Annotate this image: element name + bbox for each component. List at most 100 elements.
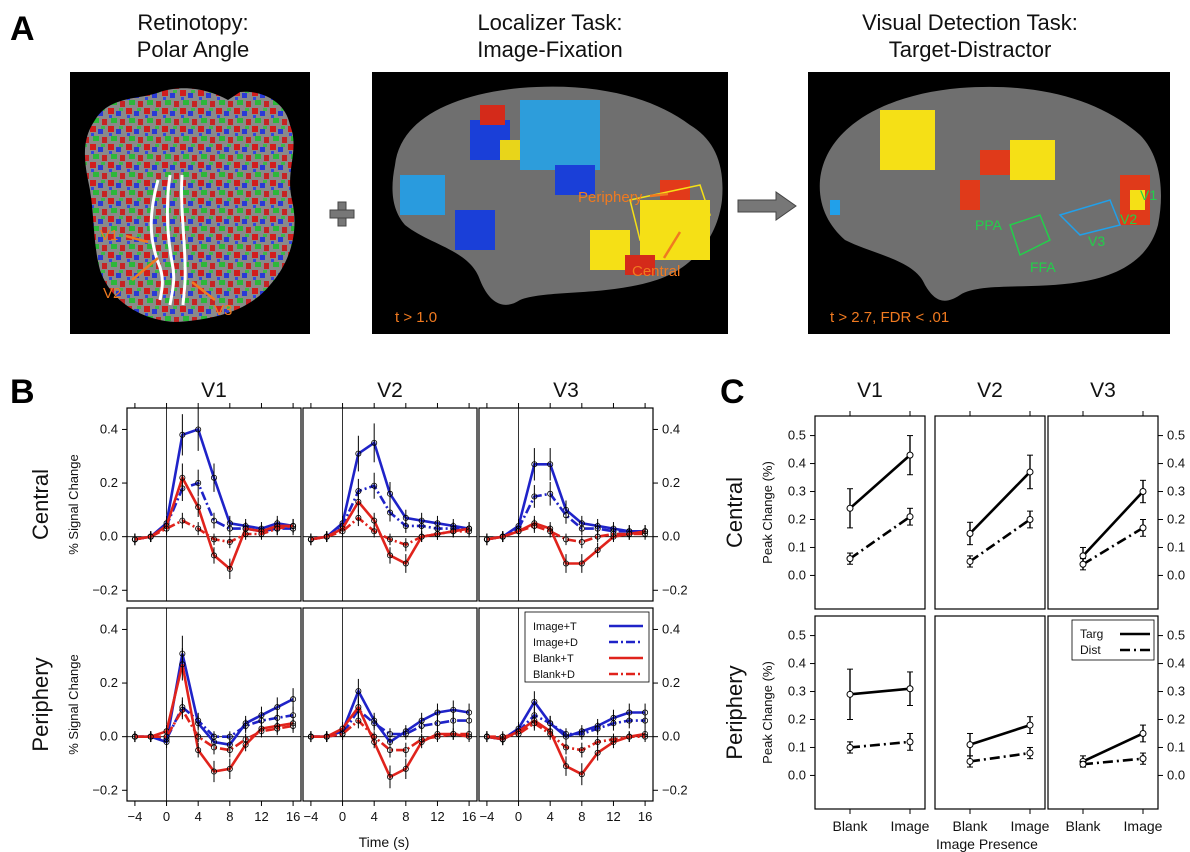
- ppa-label: PPA: [975, 217, 1003, 233]
- data-point: [966, 529, 974, 537]
- y-tick-label: 0.2: [100, 675, 118, 690]
- b-legend: Image+T Image+D Blank+T Blank+D: [524, 611, 650, 683]
- data-point: [163, 733, 170, 740]
- data-point: [179, 474, 186, 481]
- plot-frame: [814, 615, 926, 810]
- data-point: [1139, 755, 1147, 763]
- x-tick-label: −4: [127, 809, 142, 824]
- y-tick-label-right: 0.2: [662, 475, 680, 490]
- data-point: [626, 530, 633, 537]
- c-panel-periphery-v1: Blank Image 0.0 0.1 0.2 0.3 0.4 0.5: [788, 615, 930, 834]
- series-line-targ: [1082, 490, 1144, 557]
- series-line-dist: [1082, 757, 1144, 766]
- data-point: [483, 536, 490, 543]
- data-point: [499, 533, 506, 540]
- b-panel-central-v1: −0.2 0.0 0.2 0.4: [92, 403, 302, 602]
- plot-frame: [478, 607, 654, 802]
- data-point: [906, 513, 914, 521]
- data-point: [466, 730, 473, 737]
- y-tick-label-right: 0.3: [1167, 684, 1185, 699]
- series-line-dist: [849, 515, 911, 560]
- series-line-dist: [969, 518, 1031, 563]
- x-tick-label: Image: [891, 818, 930, 834]
- c-ylabel: Peak Change (%): [760, 661, 775, 764]
- y-tick-label-right: 0.0: [662, 529, 680, 544]
- data-point: [642, 717, 649, 724]
- plot-frame: [478, 407, 654, 602]
- data-point: [906, 738, 914, 746]
- b-col-title: V1: [201, 379, 227, 402]
- data-point: [179, 517, 186, 524]
- data-point: [966, 557, 974, 565]
- data-point: [531, 720, 538, 727]
- data-point: [547, 490, 554, 497]
- data-point: [531, 522, 538, 529]
- data-point: [563, 560, 570, 567]
- data-point: [274, 525, 281, 532]
- data-point: [531, 493, 538, 500]
- data-point: [195, 426, 202, 433]
- data-point: [547, 528, 554, 535]
- data-point: [1079, 760, 1087, 768]
- data-point: [274, 725, 281, 732]
- data-point: [211, 552, 218, 559]
- data-point: [906, 685, 914, 693]
- data-point: [402, 522, 409, 529]
- data-point: [1139, 488, 1147, 496]
- series-line-dist: [849, 740, 911, 749]
- x-tick-label: 16: [462, 809, 476, 824]
- y-tick-label-right: 0.1: [1167, 739, 1185, 754]
- c-col-title: V1: [857, 379, 883, 402]
- data-point: [418, 722, 425, 729]
- data-point: [371, 439, 378, 446]
- data-point: [179, 431, 186, 438]
- b-ylabel: % Signal Change: [66, 654, 81, 754]
- data-point: [226, 765, 233, 772]
- data-point: [434, 733, 441, 740]
- y-tick-label-right: 0.5: [1167, 428, 1185, 443]
- x-tick-label: 0: [515, 809, 522, 824]
- data-point: [578, 771, 585, 778]
- data-point: [339, 730, 346, 737]
- y-tick-label: 0.0: [100, 529, 118, 544]
- data-point: [211, 744, 218, 751]
- x-tick-label: −4: [303, 809, 318, 824]
- y-tick-label-right: 0.0: [1167, 767, 1185, 782]
- y-tick-label-right: −0.2: [662, 782, 688, 797]
- y-tick-label: 0.4: [788, 656, 806, 671]
- x-tick-label: 12: [254, 809, 268, 824]
- data-point: [371, 482, 378, 489]
- data-point: [290, 696, 297, 703]
- y-tick-label: 0.0: [788, 767, 806, 782]
- x-tick-label: 16: [286, 809, 300, 824]
- data-point: [147, 533, 154, 540]
- data-point: [1139, 729, 1147, 737]
- data-point: [290, 522, 297, 529]
- data-point: [846, 690, 854, 698]
- data-point: [846, 743, 854, 751]
- series-line-image-d: [486, 492, 646, 541]
- retinotopy-title-line1: Retinotopy:: [137, 10, 248, 35]
- data-point: [195, 717, 202, 724]
- c-legend: Targ Dist: [1071, 619, 1155, 661]
- y-tick-label: −0.2: [92, 582, 118, 597]
- b-panel-periphery-v1: −4 0 4 8 12 16 −0.2 0.0 0.2 0.4: [92, 607, 302, 824]
- data-point: [515, 528, 522, 535]
- detection-image: PPA FFA V3 V2 V1 t > 2.7, FDR < .01: [808, 72, 1170, 334]
- series-line-targ: [849, 454, 911, 510]
- y-tick-label-right: 0.3: [1167, 484, 1185, 499]
- data-point: [578, 730, 585, 737]
- data-point: [610, 720, 617, 727]
- data-point: [387, 730, 394, 737]
- y-tick-label: −0.2: [92, 782, 118, 797]
- periphery-label: Periphery: [578, 189, 643, 206]
- data-point: [906, 451, 914, 459]
- plot-frame: [934, 615, 1046, 810]
- b-row-title: Central: [28, 469, 53, 540]
- data-point: [1139, 524, 1147, 532]
- y-tick-label: 0.2: [788, 711, 806, 726]
- data-point: [563, 730, 570, 737]
- panel-c-letter: C: [720, 373, 745, 411]
- data-point: [402, 747, 409, 754]
- data-point: [355, 450, 362, 457]
